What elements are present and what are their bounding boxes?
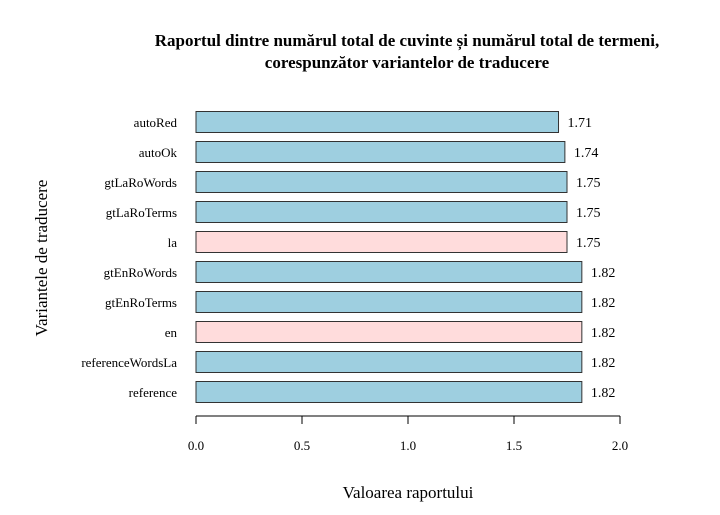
- value-label-la: 1.75: [576, 236, 601, 251]
- category-label-autoRed: autoRed: [134, 115, 178, 130]
- x-axis: 0.0 0.5 1.0 1.5 2.0: [188, 415, 628, 453]
- value-label-referenceWordsLa: 1.82: [591, 356, 616, 371]
- bar-autoOk: [195, 141, 566, 163]
- category-label-en: en: [165, 325, 178, 340]
- bar-reference: [195, 381, 583, 403]
- value-label-autoRed: 1.71: [568, 116, 593, 131]
- x-tick-label: 0.5: [294, 438, 310, 453]
- value-label-reference: 1.82: [591, 386, 616, 401]
- x-tick-label: 0.0: [188, 438, 204, 453]
- category-label-referenceWordsLa: referenceWordsLa: [81, 355, 177, 370]
- category-label-gtLaRoTerms: gtLaRoTerms: [106, 205, 177, 220]
- x-tick-label: 1.0: [400, 438, 416, 453]
- value-label-gtLaRoTerms: 1.75: [576, 206, 601, 221]
- chart-subtitle: corespunzător variantelor de traducere: [265, 53, 550, 72]
- bar-referenceWordsLa: [195, 351, 583, 373]
- category-label-reference: reference: [129, 385, 178, 400]
- y-axis-label: Variantele de traducere: [32, 180, 51, 337]
- bar-gtEnRoTerms: [195, 291, 583, 313]
- x-tick-label: 1.5: [506, 438, 522, 453]
- category-label-gtLaRoWords: gtLaRoWords: [104, 175, 177, 190]
- x-tick-label: 2.0: [612, 438, 628, 453]
- value-label-gtLaRoWords: 1.75: [576, 176, 601, 191]
- bar-la: [195, 231, 568, 253]
- bar-gtLaRoTerms: [195, 201, 568, 223]
- value-label-gtEnRoWords: 1.82: [591, 266, 616, 281]
- value-label-autoOk: 1.74: [574, 146, 599, 161]
- category-label-gtEnRoTerms: gtEnRoTerms: [105, 295, 177, 310]
- bar-gtLaRoWords: [195, 171, 568, 193]
- category-label-la: la: [168, 235, 178, 250]
- bars-group: autoRed 1.71 autoOk 1.74 gtLaRoWords 1.75 gtLa…: [81, 111, 616, 403]
- category-label-autoOk: autoOk: [139, 145, 178, 160]
- bar-autoRed: [195, 111, 560, 133]
- value-label-en: 1.82: [591, 326, 616, 341]
- category-label-gtEnRoWords: gtEnRoWords: [104, 265, 177, 280]
- bar-gtEnRoWords: [195, 261, 583, 283]
- value-label-gtEnRoTerms: 1.82: [591, 296, 616, 311]
- chart-title: Raportul dintre numărul total de cuvinte…: [155, 31, 659, 51]
- bar-en: [195, 321, 583, 343]
- x-axis-label: Valoarea raportului: [343, 483, 474, 502]
